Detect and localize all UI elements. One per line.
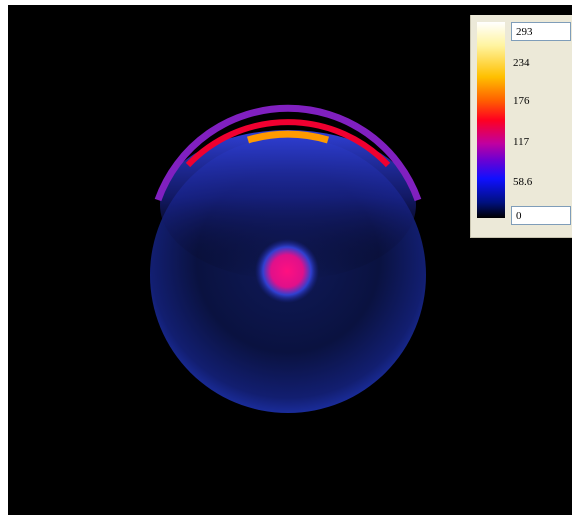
tick-label: 117 <box>513 136 530 148</box>
tick-label: 176 <box>513 95 530 107</box>
tick-label: 234 <box>513 57 530 69</box>
colorbar-panel: 293 234 176 117 58.6 0 <box>470 15 572 238</box>
center-spot <box>255 239 319 303</box>
max-input[interactable]: 293 <box>511 22 571 41</box>
rim-red <box>185 119 391 168</box>
rim-purple <box>154 104 422 202</box>
upper-glow <box>160 130 416 280</box>
colorbar-gradient <box>477 22 505 218</box>
min-input[interactable]: 0 <box>511 206 571 225</box>
heatmap <box>150 104 426 413</box>
rim-orange <box>246 130 330 144</box>
tick-label: 58.6 <box>513 176 533 188</box>
